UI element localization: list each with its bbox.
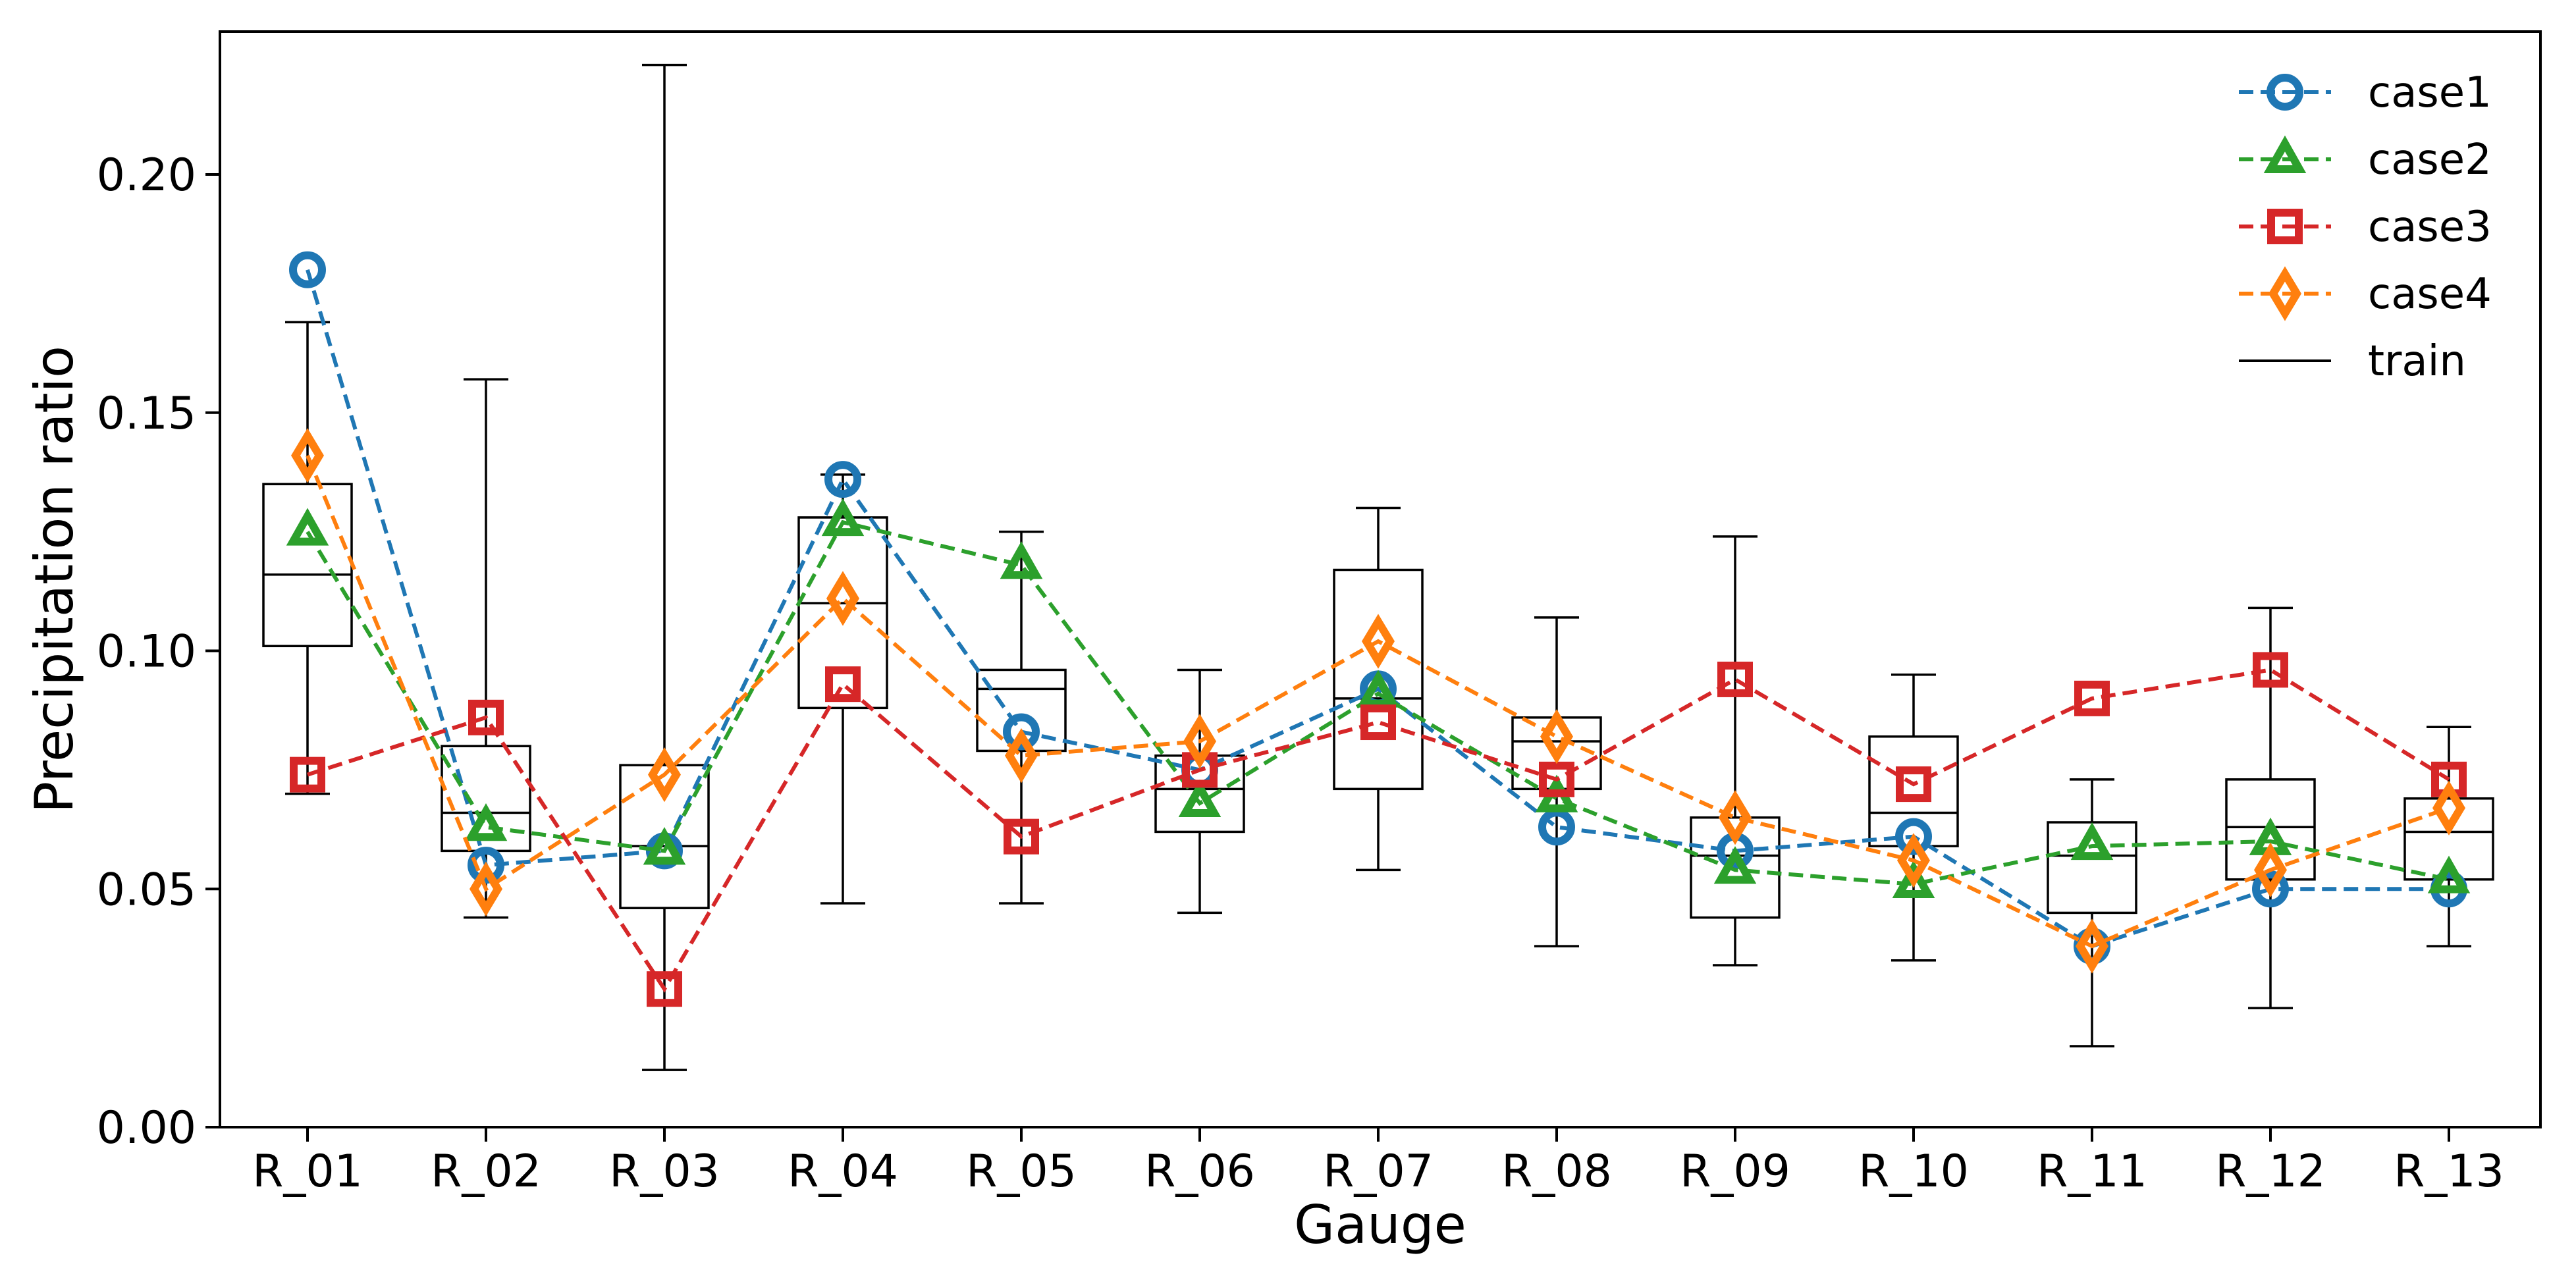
case1-point xyxy=(2252,870,2289,908)
case3-point xyxy=(1717,661,1753,697)
legend-marker-case2 xyxy=(2263,135,2307,173)
case-series xyxy=(286,251,2471,1007)
case4-point xyxy=(470,861,502,916)
case2-point xyxy=(1713,846,1757,884)
x-tick-label: R_04 xyxy=(788,1146,898,1198)
case4-point xyxy=(1362,614,1395,669)
case2-point xyxy=(464,803,508,841)
legend-label-case4: case4 xyxy=(2368,270,2492,319)
x-tick-label: R_01 xyxy=(252,1146,363,1198)
box-iqr xyxy=(1333,568,1424,791)
train-box xyxy=(1333,506,1424,872)
axes: 0.00 0.05 0.10 0.15 0.20 R_01 R_02 R_03 R_04 R_05… xyxy=(97,149,2504,1198)
train-box xyxy=(2225,606,2316,1009)
case1-point xyxy=(1538,808,1575,846)
x-tick-label: R_08 xyxy=(1501,1146,1612,1198)
case3-line xyxy=(307,668,2450,993)
x-tick-label: R_11 xyxy=(2037,1146,2147,1198)
x-tick-label: R_12 xyxy=(2215,1146,2326,1198)
x-axis-title: Gauge xyxy=(1294,1194,1466,1256)
case2-point xyxy=(821,498,865,537)
x-tick-label: R_07 xyxy=(1323,1146,1434,1198)
y-tick-label: 0.15 xyxy=(97,388,196,440)
case4-point xyxy=(291,428,324,483)
case3-point xyxy=(1896,766,1931,803)
case2-point xyxy=(286,508,329,546)
case4-point xyxy=(1005,728,1038,783)
case4-point xyxy=(1897,833,1930,888)
case4-point xyxy=(648,747,681,803)
box-iqr xyxy=(619,764,710,909)
case1-point xyxy=(468,847,504,884)
box-iqr xyxy=(976,668,1067,753)
case4-point xyxy=(1719,790,1752,845)
case1-point xyxy=(1895,818,1932,855)
case2-line xyxy=(306,519,2450,887)
x-tick-label: R_03 xyxy=(609,1146,720,1198)
y-axis-title: Precipitation ratio xyxy=(24,346,85,813)
box-iqr xyxy=(1690,816,1781,919)
case1-point xyxy=(824,461,861,498)
x-tick-label: R_02 xyxy=(431,1146,541,1198)
case3-point xyxy=(1004,818,1039,855)
x-tick-label: R_10 xyxy=(1858,1146,1969,1198)
y-tick-label: 0.20 xyxy=(97,149,196,201)
x-tick-label: R_09 xyxy=(1680,1146,1790,1198)
case4-point xyxy=(1183,714,1216,769)
case4-point xyxy=(2432,780,2465,835)
case4-point xyxy=(2076,918,2108,974)
case4-point xyxy=(1540,709,1573,764)
x-tick-label: R_06 xyxy=(1144,1146,1255,1198)
y-tick-label: 0.00 xyxy=(97,1102,196,1154)
case3-point xyxy=(290,756,325,793)
case1-point xyxy=(1003,713,1040,751)
y-tick-label: 0.10 xyxy=(97,626,196,678)
case3-point xyxy=(825,666,861,702)
x-tick-label: R_13 xyxy=(2394,1146,2504,1198)
case3-point xyxy=(1539,761,1574,797)
case3-point xyxy=(2074,680,2110,716)
legend-marker-case1 xyxy=(2267,74,2303,111)
series-case4 xyxy=(291,428,2465,974)
x-tick-label: R_05 xyxy=(966,1146,1077,1198)
case2-point xyxy=(643,827,686,865)
case4-point xyxy=(2254,842,2287,897)
box-iqr xyxy=(797,516,888,710)
case1-point xyxy=(289,251,326,288)
case3-point xyxy=(2253,652,2288,688)
legend: case1 case2 case3 case4 train xyxy=(2219,59,2522,402)
plot-frame xyxy=(219,30,2542,1128)
series-case2 xyxy=(286,498,2471,899)
case3-point xyxy=(468,699,504,735)
case2-point xyxy=(1000,541,1043,579)
case2-point xyxy=(2427,855,2471,893)
case2-point xyxy=(1356,670,1400,708)
legend-marker-case4 xyxy=(2268,266,2301,321)
train-box xyxy=(619,63,710,1071)
legend-label-case2: case2 xyxy=(2368,136,2492,184)
legend-label-train: train xyxy=(2368,337,2466,386)
legend-label-case1: case1 xyxy=(2368,68,2492,117)
case2-point xyxy=(1178,779,1221,818)
case2-point xyxy=(2070,822,2114,861)
train-boxplots xyxy=(262,63,2494,1071)
legend-marker-case3 xyxy=(2267,209,2303,244)
case3-point xyxy=(1360,704,1396,741)
box-iqr xyxy=(2403,797,2494,881)
case3-point xyxy=(647,971,682,1007)
case4-point xyxy=(826,571,859,626)
box-iqr xyxy=(2225,778,2316,881)
legend-label-case3: case3 xyxy=(2368,203,2492,252)
y-tick-label: 0.05 xyxy=(97,864,196,916)
case4-line xyxy=(306,454,2450,949)
case2-point xyxy=(1892,860,1935,899)
